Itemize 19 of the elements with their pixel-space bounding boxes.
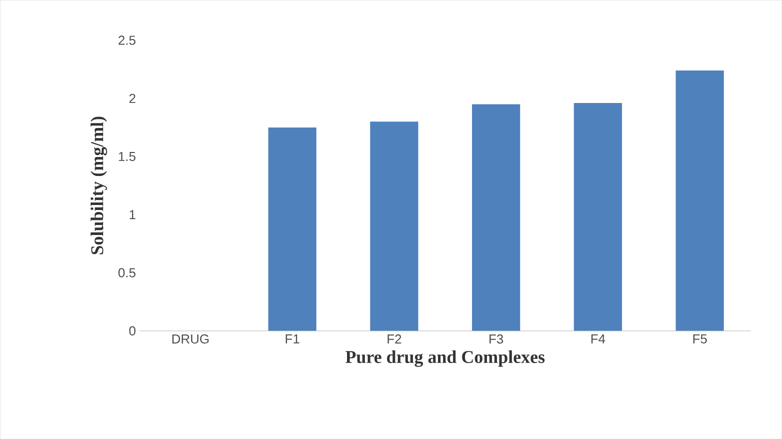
y-tick-label: 1 bbox=[130, 210, 136, 219]
bar bbox=[676, 70, 724, 331]
x-tick-label: F1 bbox=[286, 334, 300, 344]
y-tick-label: 0 bbox=[129, 326, 136, 336]
y-tick-label: 1.5 bbox=[118, 152, 136, 161]
x-tick-label: DRUG bbox=[172, 334, 209, 344]
y-axis-title: Solubility (mg/ml) bbox=[90, 116, 108, 254]
bar bbox=[574, 102, 622, 331]
x-tick-label: F3 bbox=[490, 334, 504, 344]
y-tick-label: 0.5 bbox=[118, 268, 136, 278]
x-tick-label: F2 bbox=[388, 334, 402, 344]
x-tick-label: F5 bbox=[693, 334, 707, 344]
bar bbox=[268, 127, 316, 331]
x-tick-label: F4 bbox=[591, 334, 606, 344]
y-tick-label: 2.5 bbox=[118, 36, 136, 45]
bar bbox=[472, 104, 520, 331]
x-axis-title: Pure drug and Complexes bbox=[346, 350, 545, 367]
bar bbox=[370, 121, 418, 331]
y-tick-label: 2 bbox=[129, 94, 136, 103]
